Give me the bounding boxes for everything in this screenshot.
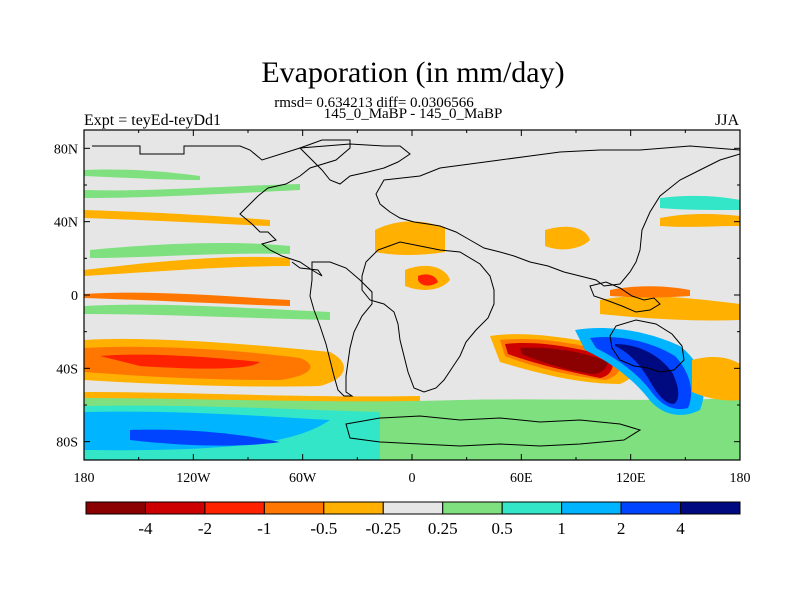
x-tick-label: 120E — [616, 471, 646, 486]
plot-area — [84, 130, 740, 460]
outline-maritime-continent — [589, 281, 661, 313]
rmsd-stats: rmsd= 0.634213 diff= 0.0306566 — [274, 95, 474, 111]
colorbar-swatch — [263, 501, 325, 515]
colorbar-swatch — [85, 501, 146, 515]
contour-spacific-red — [100, 354, 260, 369]
x-tick-label: 60E — [510, 471, 533, 486]
colorbar-swatch — [323, 501, 384, 515]
x-tick-label: 60W — [289, 471, 317, 486]
experiment-label: Expt = teyEd-teyDd1 — [84, 112, 221, 129]
contour-aus-navy — [615, 344, 679, 404]
colorbar-label: -0.25 — [366, 519, 401, 538]
contour-med-yellow — [375, 221, 445, 255]
contour-southern-blue — [130, 429, 280, 446]
colorbar-swatch — [144, 501, 206, 515]
colorbar-label: -1 — [257, 519, 271, 538]
chart-subtitle: 145_0_MaBP - 145_0_MaBP — [323, 106, 503, 122]
colorbar-swatch — [501, 501, 563, 515]
axis-labels: 180 120W 60W 0 60E 120E 180 80N 40N 0 40S 80S — [54, 142, 751, 486]
contour-tasman-yellow — [692, 357, 740, 401]
colorbar-swatch — [382, 501, 444, 515]
contour-arctic-green — [84, 169, 200, 180]
outline-australia — [609, 319, 685, 373]
colorbar-swatch — [204, 501, 265, 515]
contour-africa-red — [418, 274, 438, 286]
contour-northatlantic-green — [84, 184, 300, 198]
colorbar-label: 1 — [557, 519, 566, 538]
colorbar-swatch — [561, 501, 622, 515]
colorbar: -4 -2 -1 -0.5 -0.25 0.25 0.5 1 2 4 — [85, 501, 741, 538]
colorbar-label: -4 — [138, 519, 153, 538]
y-tick-label: 40S — [56, 362, 78, 377]
y-tick-label: 0 — [71, 289, 78, 304]
contour-npac-yellow — [660, 214, 740, 227]
colorbar-label: 2 — [617, 519, 626, 538]
outline-eurasia — [375, 145, 740, 287]
contour-npacific-green — [90, 243, 290, 258]
y-tick-label: 80S — [56, 436, 78, 451]
continent-outlines — [92, 139, 740, 447]
colorbar-label: 0.25 — [428, 519, 458, 538]
contour-indian-darkred — [520, 347, 608, 374]
colorbar-swatch — [620, 501, 682, 515]
contour-equator-green — [84, 304, 330, 320]
y-tick-label: 40N — [54, 216, 78, 231]
contour-warmpool-yellow — [600, 296, 740, 321]
outline-antarctica — [345, 415, 642, 447]
x-tick-label: 120W — [176, 471, 211, 486]
contour-npacific-yellow — [84, 256, 290, 276]
x-tick-label: 180 — [730, 471, 751, 486]
contour-equator-orange — [84, 292, 290, 306]
outline-north-america — [92, 139, 351, 277]
outline-greenland — [298, 143, 411, 185]
contour-asia-yellow — [545, 226, 590, 250]
y-tick-label: 80N — [54, 142, 78, 157]
x-tick-label: 0 — [409, 471, 416, 486]
axis-ticks — [83, 130, 741, 460]
outline-south-america — [309, 261, 373, 397]
colorbar-label: 4 — [676, 519, 685, 538]
colorbar-label: -0.5 — [310, 519, 337, 538]
chart-title: Evaporation (in mm/day) — [261, 56, 565, 89]
colorbar-label: -2 — [198, 519, 212, 538]
contour-npac-cyan — [660, 195, 740, 210]
colorbar-label: 0.5 — [492, 519, 513, 538]
colorbar-swatch — [442, 501, 503, 515]
season-label: JJA — [715, 112, 740, 129]
colorbar-swatch — [680, 501, 741, 515]
outline-africa — [361, 241, 495, 393]
x-tick-label: 180 — [74, 471, 95, 486]
contour-northatlantic-yellow — [84, 210, 270, 226]
